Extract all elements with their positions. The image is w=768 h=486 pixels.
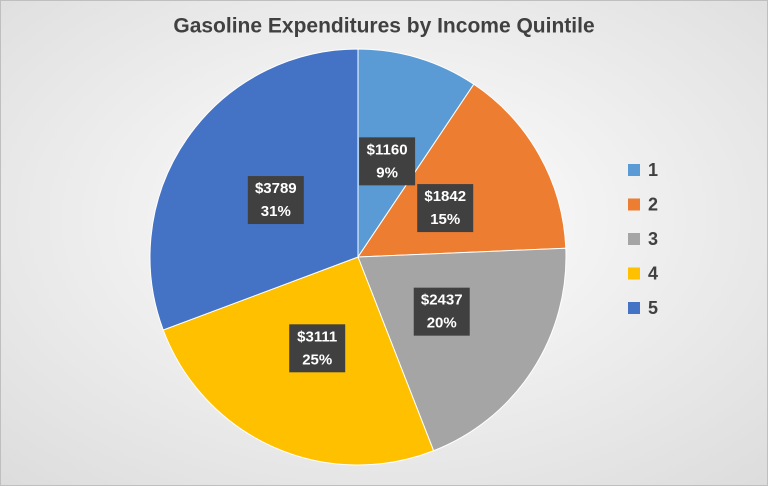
data-label-value: $1160	[367, 141, 408, 158]
legend-swatch	[628, 267, 640, 280]
data-label-value: $3789	[255, 180, 297, 197]
data-label-value: $1842	[424, 188, 466, 205]
legend-label: 1	[648, 160, 658, 180]
legend-label: 4	[648, 263, 658, 283]
data-label-percent: 15%	[430, 211, 460, 228]
data-label-percent: 31%	[261, 203, 291, 220]
legend-swatch	[628, 164, 640, 176]
data-label-box	[417, 184, 474, 233]
pie-slice	[357, 83, 567, 258]
data-label-box	[359, 137, 416, 186]
legend-label: 2	[648, 194, 658, 214]
data-label-box	[247, 176, 304, 225]
chart-title: Gasoline Expenditures by Income Quintile	[173, 15, 594, 38]
legend-label: 5	[648, 298, 658, 318]
legend-label: 3	[648, 229, 658, 249]
data-label-box	[413, 287, 470, 336]
legend-swatch	[628, 233, 640, 245]
legend-swatch	[628, 302, 640, 314]
legend-swatch	[628, 198, 640, 211]
pie-slice	[357, 48, 475, 259]
data-label-percent: 25%	[302, 351, 332, 368]
data-label-percent: 20%	[427, 315, 457, 332]
data-label-value: $3111	[297, 328, 337, 345]
pie-slice	[357, 247, 567, 452]
data-label-value: $2437	[421, 292, 463, 309]
data-label-percent: 9%	[376, 164, 398, 181]
data-label-box	[289, 324, 346, 373]
